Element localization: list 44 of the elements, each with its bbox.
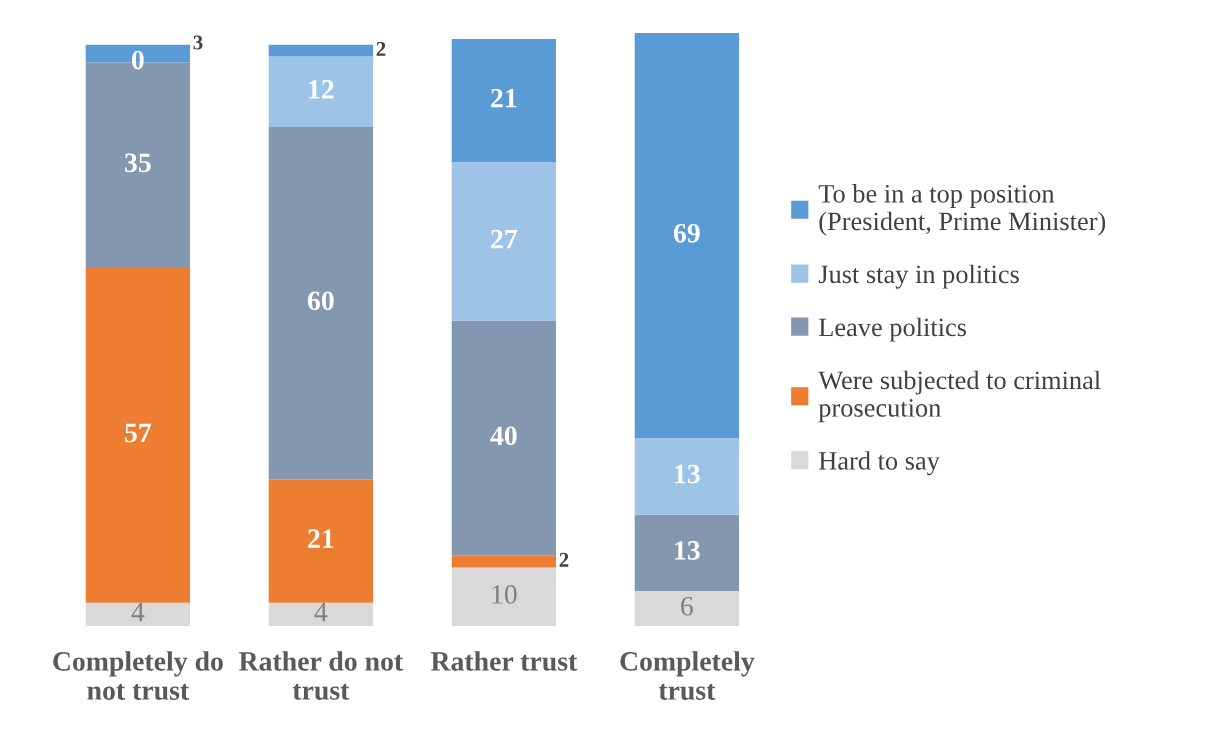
data-label: 69 [673,223,700,243]
bar [634,438,740,515]
legend-label: Hard to say [819,451,940,476]
data-label: 0 [131,50,144,70]
data-label: 57 [125,423,152,443]
data-label: 4 [314,602,328,622]
data-label: 60 [307,291,334,311]
data-label: 6 [681,596,693,616]
data-label: 35 [125,153,151,173]
data-label: 3 [193,35,203,50]
bar [268,44,374,57]
legend-label: To be in a top position (President, Prime Minister) [818,184,1106,236]
legend-label: Were subjected to criminal prosecution [818,370,1101,423]
bar [634,514,740,591]
data-label: 21 [491,88,517,108]
x-tick-label: Completely trust [620,651,755,700]
data-label: 40 [490,426,517,446]
bar [451,567,557,627]
bar [634,33,740,439]
x-tick-label: Completely do not trust [53,651,223,700]
legend-label: Leave politics [819,317,967,342]
bar [85,267,191,603]
x-tick-label: Rather trust [430,651,578,671]
data-label: 2 [559,552,569,567]
data-label: 10 [492,585,517,604]
bar [85,602,191,627]
data-label: 21 [308,529,334,548]
data-label: 4 [131,602,145,622]
bar [268,127,374,480]
bar [634,590,740,627]
bar [451,320,557,556]
legend-label: Just stay in politics [818,264,1019,289]
bar [268,479,374,603]
bar [268,56,374,128]
bar [268,602,374,627]
bar [451,555,557,568]
bar [451,162,557,321]
x-tick-label: Rather do not trust [239,651,404,700]
data-label: 27 [491,229,518,249]
bar [451,38,557,163]
data-label: 13 [675,464,700,484]
data-label: 13 [675,541,700,560]
data-label: 12 [309,80,334,99]
data-label: 2 [376,41,386,56]
